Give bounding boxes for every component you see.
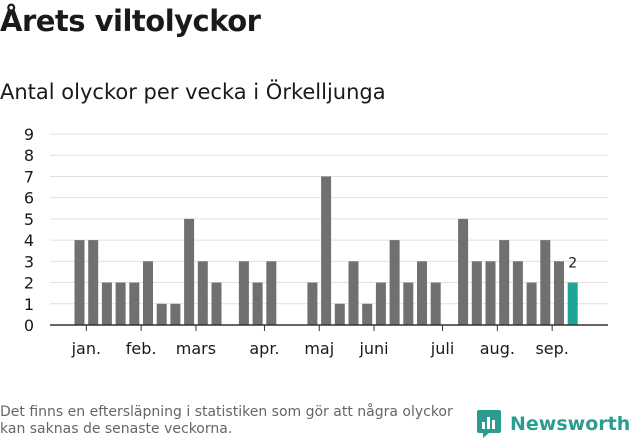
bar bbox=[266, 261, 277, 325]
bar bbox=[458, 218, 469, 325]
y-tick-label: 1 bbox=[24, 295, 34, 314]
y-tick-label: 5 bbox=[24, 210, 34, 229]
bar bbox=[74, 240, 85, 325]
y-tick-label: 6 bbox=[24, 189, 34, 208]
bar bbox=[129, 282, 140, 325]
y-tick-label: 2 bbox=[24, 274, 34, 293]
bar bbox=[485, 261, 496, 325]
brand-logo[interactable]: Newsworthy bbox=[476, 408, 631, 440]
bar bbox=[334, 303, 345, 325]
bar bbox=[417, 261, 427, 325]
chart-title: Årets viltolyckor bbox=[0, 4, 261, 38]
bar bbox=[197, 261, 208, 325]
brand-name: Newsworthy bbox=[510, 413, 631, 435]
bar bbox=[389, 240, 400, 325]
bar bbox=[211, 282, 222, 325]
bar-chart: 0 1 2 3 4 5 6 7 8 9 2 jan. feb. mars apr. maj juni juli au… bbox=[24, 125, 608, 358]
data-label: 2 bbox=[568, 256, 577, 272]
bar bbox=[321, 176, 332, 325]
chart-subtitle: Antal olyckor per vecka i Örkelljunga bbox=[0, 80, 386, 104]
y-tick-label: 3 bbox=[24, 252, 34, 271]
bar bbox=[143, 261, 153, 325]
y-tick-label: 7 bbox=[24, 167, 34, 186]
y-tick-label: 9 bbox=[24, 125, 34, 144]
footnote: Det finns en eftersläpning i statistiken… bbox=[0, 404, 453, 437]
x-tick-label: jan. bbox=[71, 339, 101, 358]
bar bbox=[471, 261, 482, 325]
bar bbox=[170, 303, 181, 325]
x-tick-label: mars bbox=[176, 339, 216, 358]
bar bbox=[540, 240, 551, 325]
bar bbox=[499, 240, 510, 325]
bar bbox=[238, 261, 249, 325]
bar-highlight bbox=[567, 282, 578, 325]
x-tick-label: sep. bbox=[535, 339, 568, 358]
bar bbox=[101, 282, 112, 325]
bar bbox=[252, 282, 263, 325]
x-tick-label: apr. bbox=[249, 339, 279, 358]
x-tick-label: feb. bbox=[126, 339, 157, 358]
bar bbox=[348, 261, 359, 325]
bar bbox=[403, 282, 414, 325]
bar bbox=[307, 282, 318, 325]
bar bbox=[430, 282, 441, 325]
bar bbox=[375, 282, 386, 325]
x-tick-label: maj bbox=[304, 339, 334, 358]
x-tick-label: juli bbox=[430, 339, 454, 358]
bar bbox=[156, 303, 167, 325]
y-tick-label: 0 bbox=[24, 316, 34, 335]
bar bbox=[115, 282, 126, 325]
bar bbox=[88, 240, 99, 325]
y-tick-label: 8 bbox=[24, 146, 34, 165]
newsworthy-logo-icon bbox=[477, 410, 501, 438]
bar bbox=[512, 261, 523, 325]
x-tick-label: aug. bbox=[480, 339, 515, 358]
bar bbox=[526, 282, 537, 325]
bar bbox=[362, 303, 373, 325]
bar bbox=[184, 218, 195, 325]
y-tick-label: 4 bbox=[24, 231, 34, 250]
bar bbox=[554, 261, 564, 325]
x-tick-label: juni bbox=[358, 339, 388, 358]
